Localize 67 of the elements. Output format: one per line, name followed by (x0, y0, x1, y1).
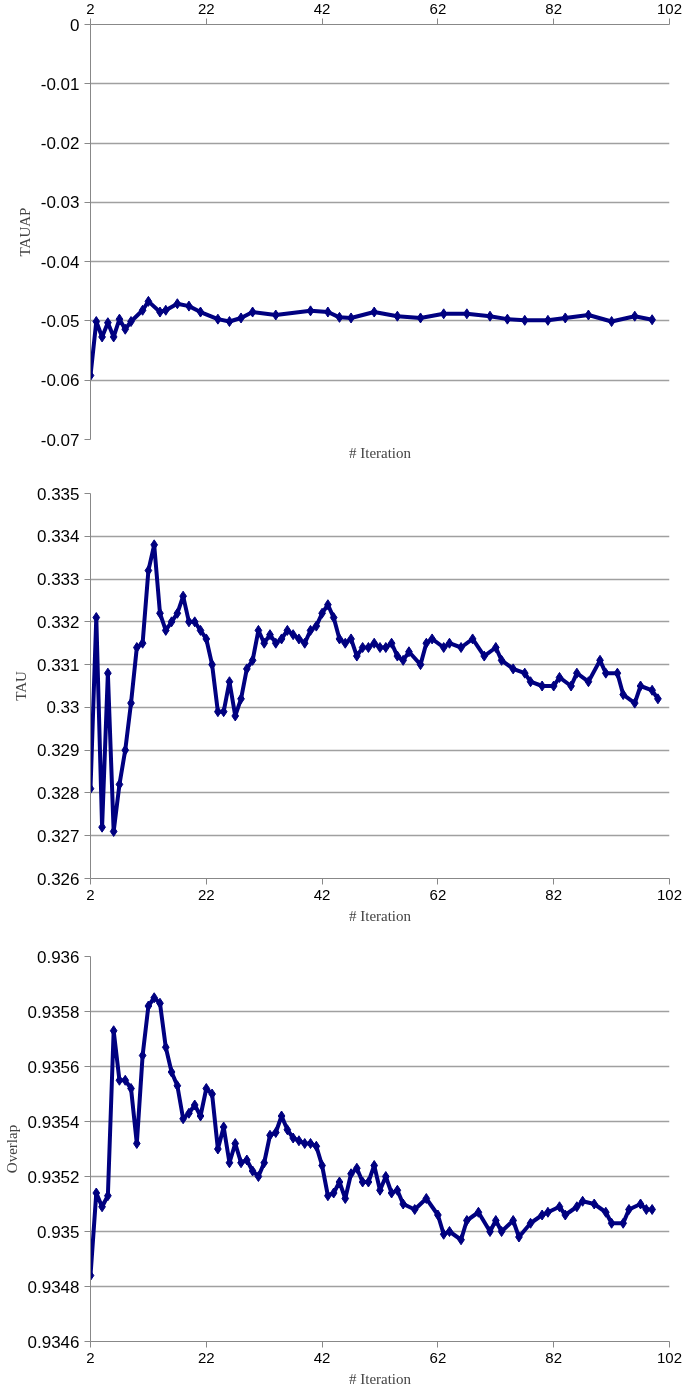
y-tick-label: 0.331 (36, 655, 80, 675)
point (393, 310, 402, 322)
y-axis-title: Overlap (3, 1124, 20, 1174)
point (161, 304, 170, 316)
y-tick-label: 0.335 (36, 484, 80, 504)
x-tick-label: 2 (86, 0, 95, 17)
x-tick-label: 42 (313, 1348, 331, 1366)
y-tick-label: 0.334 (36, 527, 80, 547)
x-tick-label: 102 (656, 0, 683, 17)
y-tick-label: -0.07 (40, 430, 80, 450)
x-tick-label: 2 (86, 885, 95, 903)
x-tick-label: 102 (656, 885, 683, 903)
point (121, 323, 130, 335)
y-tick-label: 0.9348 (27, 1277, 80, 1297)
x-tick-label: 62 (429, 1348, 447, 1366)
y-tick-label: -0.02 (40, 134, 80, 154)
point (335, 311, 344, 323)
y-axis-title: TAU (12, 671, 29, 701)
y-tick-label: 0.9356 (27, 1057, 80, 1077)
x-axis-title: # Iteration (348, 1370, 412, 1387)
y-tick-label: 0.9346 (27, 1332, 80, 1352)
x-tick-label: 62 (429, 0, 447, 17)
x-axis-title: # Iteration (348, 444, 412, 461)
y-tick-label: -0.06 (40, 371, 80, 391)
y-tick-label: -0.05 (40, 311, 80, 331)
point (144, 295, 153, 307)
x-tick-label: 82 (545, 885, 563, 903)
point (196, 306, 205, 318)
y-tick-label: 0.332 (36, 612, 80, 632)
y-tick-label: 0 (70, 15, 80, 35)
y-tick-label: 0.935 (36, 1222, 80, 1242)
y-tick-label: -0.04 (40, 252, 80, 272)
x-tick-label: 42 (313, 0, 331, 17)
y-tick-label: 0.9358 (27, 1002, 80, 1022)
x-tick-label: 22 (197, 0, 215, 17)
y-tick-label: -0.03 (40, 193, 80, 213)
x-axis-title: # Iteration (348, 907, 412, 924)
x-tick-label: 62 (429, 885, 447, 903)
y-tick-label: 0.333 (36, 570, 80, 590)
x-tick-label: 42 (313, 885, 331, 903)
y-tick-label: 0.329 (36, 741, 80, 761)
point (561, 312, 570, 324)
point (248, 306, 257, 318)
y-tick-label: 0.9352 (27, 1167, 80, 1187)
y-tick-label: 0.328 (36, 783, 80, 803)
y-tick-label: 0.9354 (27, 1112, 80, 1132)
y-tick-label: 0.326 (36, 869, 80, 889)
x-tick-label: 82 (545, 1348, 563, 1366)
point (607, 316, 616, 328)
x-tick-label: 82 (545, 0, 563, 17)
point (584, 309, 593, 321)
y-tick-label: 0.327 (36, 826, 80, 846)
y-axis-title: TAUAP (16, 207, 33, 257)
x-tick-label: 2 (86, 1348, 95, 1366)
point (416, 312, 425, 324)
point (271, 309, 280, 321)
point (138, 304, 147, 316)
y-tick-label: 0.33 (46, 698, 80, 718)
x-tick-label: 22 (197, 885, 215, 903)
y-tick-label: -0.01 (40, 74, 80, 94)
point (503, 313, 512, 325)
x-tick-label: 22 (197, 1348, 215, 1366)
x-tick-label: 102 (656, 1348, 683, 1366)
point (173, 298, 182, 310)
y-tick-label: 0.936 (36, 947, 80, 967)
point (225, 316, 234, 328)
point (439, 308, 448, 320)
